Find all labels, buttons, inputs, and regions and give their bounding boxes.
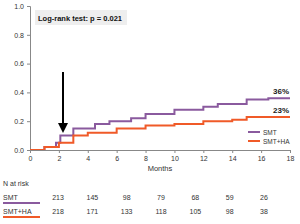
- x-tick-label: 14: [229, 155, 237, 162]
- x-tick-label: 8: [144, 155, 148, 162]
- risk-count: 38: [260, 208, 268, 215]
- risk-row-label: SMT: [3, 194, 19, 201]
- y-tick-label: 0.2: [14, 118, 24, 125]
- x-tick-label: 16: [258, 155, 266, 162]
- y-tick: 0.6: [14, 60, 30, 67]
- x-tick: 4: [86, 150, 90, 162]
- x-tick: 12: [200, 150, 208, 162]
- risk-count: 68: [191, 194, 199, 201]
- title-box: Log-rank test: p = 0.021: [35, 10, 127, 25]
- risk-count: 133: [121, 208, 133, 215]
- risk-count: 98: [123, 194, 131, 201]
- title: Log-rank test: p = 0.021: [38, 14, 122, 23]
- x-tick-label: 12: [200, 155, 208, 162]
- x-tick-mark: [30, 150, 31, 153]
- y-tick-mark: [27, 64, 30, 65]
- risk-count: 145: [86, 194, 98, 201]
- legend-label: SMT: [263, 129, 277, 136]
- risk-count: 105: [189, 208, 201, 215]
- x-tick: 8: [144, 150, 148, 162]
- x-tick-mark: [232, 150, 233, 153]
- y-tick-label: 0.6: [14, 60, 24, 67]
- y-tick-mark: [27, 6, 30, 7]
- y-tick: 1.0: [14, 3, 30, 10]
- end-label: 23%: [273, 106, 289, 115]
- y-axis-line: [27, 7, 31, 151]
- x-axis: 0 2 4 6 8 10 12 14 16 18: [29, 150, 295, 162]
- x-tick-label: 18: [287, 155, 295, 162]
- risk-row-swatch: [3, 202, 40, 204]
- legend-swatch: [248, 131, 260, 133]
- y-tick-mark: [27, 92, 30, 93]
- chart: 0.00.20.40.60.81.0024681012141618Months3…: [0, 0, 300, 224]
- legend: SMT SMT+HA: [248, 129, 290, 145]
- x-tick: 18: [287, 150, 295, 162]
- x-tick: 10: [171, 150, 179, 162]
- x-tick-mark: [88, 150, 89, 153]
- y-tick-label: 0.4: [14, 89, 24, 96]
- legend-swatch: [248, 140, 260, 142]
- x-tick-mark: [203, 150, 204, 153]
- x-tick-label: 4: [86, 155, 90, 162]
- risk-table: N at risk SMT 213 145 98 79 68 59 26 SMT+HA 218 171…: [3, 180, 268, 217]
- risk-count: 59: [226, 194, 234, 201]
- title-background: [35, 10, 127, 25]
- x-tick: 2: [57, 150, 61, 162]
- y-tick-label: 1.0: [14, 3, 24, 10]
- survival-curve: [30, 98, 290, 150]
- y-tick-label: 0.0: [14, 147, 24, 154]
- risk-row-label: SMT+HA: [3, 208, 32, 215]
- x-tick-label: 10: [171, 155, 179, 162]
- x-tick-mark: [261, 150, 262, 153]
- x-tick-label: 6: [115, 155, 119, 162]
- risk-count: 213: [52, 194, 64, 201]
- risk-count: 26: [260, 194, 268, 201]
- risk-count: 171: [86, 208, 98, 215]
- x-tick: 0: [29, 150, 33, 162]
- x-tick-mark: [117, 150, 118, 153]
- x-tick-mark: [174, 150, 175, 153]
- y-tick-label: 0.8: [14, 32, 24, 39]
- x-tick-mark: [290, 150, 291, 153]
- y-tick-mark: [27, 150, 30, 151]
- end-label: 36%: [273, 87, 289, 96]
- risk-count: 118: [155, 208, 166, 215]
- y-tick: 0.2: [14, 118, 30, 125]
- y-tick: 0.0: [14, 147, 30, 154]
- risk-table-title: N at risk: [3, 180, 29, 187]
- y-tick-mark: [27, 35, 30, 36]
- risk-count: 79: [157, 194, 165, 201]
- y-tick-mark: [27, 121, 30, 122]
- risk-row-swatch: [3, 216, 40, 218]
- x-tick-mark: [59, 150, 60, 153]
- x-tick: 14: [229, 150, 237, 162]
- x-tick: 16: [258, 150, 266, 162]
- x-tick-label: 2: [57, 155, 61, 162]
- risk-count: 218: [52, 208, 64, 215]
- x-tick-mark: [146, 150, 147, 153]
- x-axis-line: [31, 151, 291, 154]
- x-tick: 6: [115, 150, 119, 162]
- arrow: [62, 72, 64, 128]
- y-tick: 0.4: [14, 89, 30, 96]
- y-tick: 0.8: [14, 32, 30, 39]
- legend-label: SMT+HA: [263, 138, 290, 145]
- x-axis-title: Months: [148, 164, 173, 173]
- risk-count: 98: [226, 208, 234, 215]
- plot-area: [30, 98, 290, 150]
- survival-curve: [30, 117, 290, 150]
- x-tick-label: 0: [29, 155, 33, 162]
- y-axis: 0.0 0.2 0.4 0.6 0.8 1.0: [14, 3, 30, 154]
